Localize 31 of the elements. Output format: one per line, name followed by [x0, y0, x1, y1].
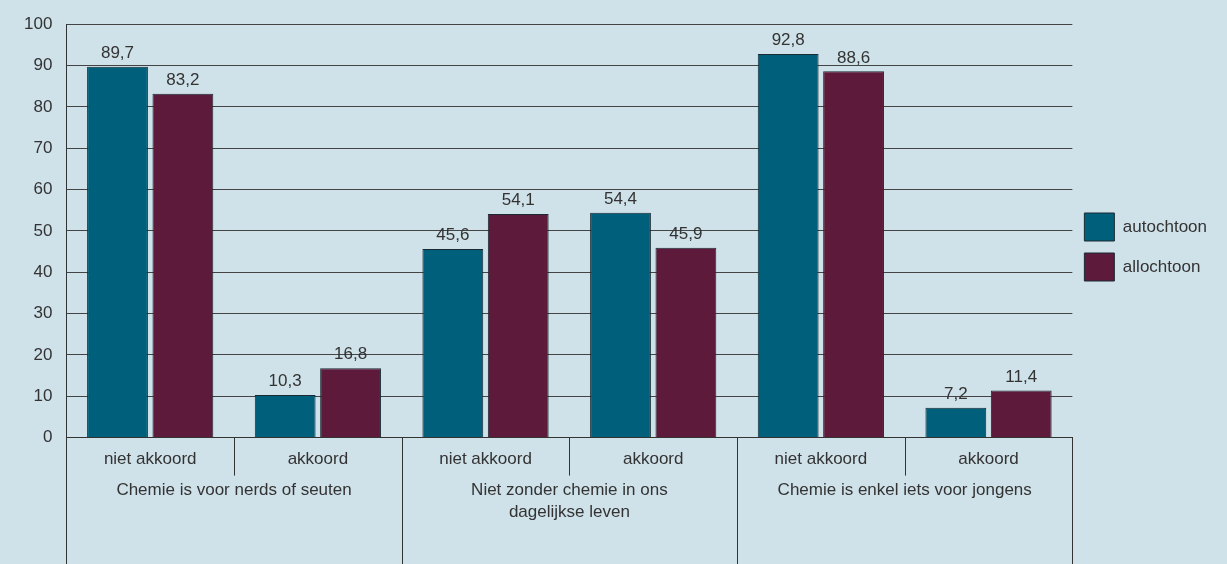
text: Chemie is enkel iets voor jongens [777, 479, 1032, 499]
y-tick-label: 40 [33, 261, 53, 281]
y-tick-label: 100 [23, 13, 53, 33]
y-tick-label: 20 [33, 344, 53, 364]
data-label: 11,4 [1005, 366, 1038, 386]
data-label: 45,6 [436, 225, 470, 245]
y-tick-label: 60 [33, 179, 53, 199]
x-tick-label: akkoord [958, 449, 1019, 469]
data-label: 54,4 [603, 188, 638, 208]
y-tick-label: 80 [33, 96, 53, 116]
data-label: 88,6 [837, 47, 871, 67]
data-label: 92,8 [771, 30, 805, 50]
data-label: 83,2 [166, 69, 200, 89]
text: Chemie is voor nerds of seuten [116, 479, 352, 499]
y-tick-label: 30 [33, 303, 53, 323]
text: Niet zonder chemie in ons dagelijkse leven [471, 479, 668, 521]
legend-label: autochtoon [1122, 216, 1208, 236]
data-label: 54,1 [501, 190, 535, 210]
x-tick-label: akkoord [287, 449, 349, 469]
data-label: 10,3 [268, 371, 302, 391]
data-label: 89,7 [100, 42, 135, 62]
y-tick-label: 50 [33, 220, 53, 240]
y-tick-label: 0 [42, 427, 53, 447]
y-tick-label: 10 [33, 385, 53, 405]
legend-label: allochtoon [1122, 256, 1201, 276]
x-tick-label: akkoord [622, 449, 684, 469]
y-tick-label: 70 [33, 137, 53, 157]
y-tick-label: 90 [33, 55, 53, 75]
x-tick-label: niet akkoord [439, 449, 532, 469]
x-tick-label: niet akkoord [103, 449, 197, 469]
x-tick-label: niet akkoord [774, 449, 868, 469]
